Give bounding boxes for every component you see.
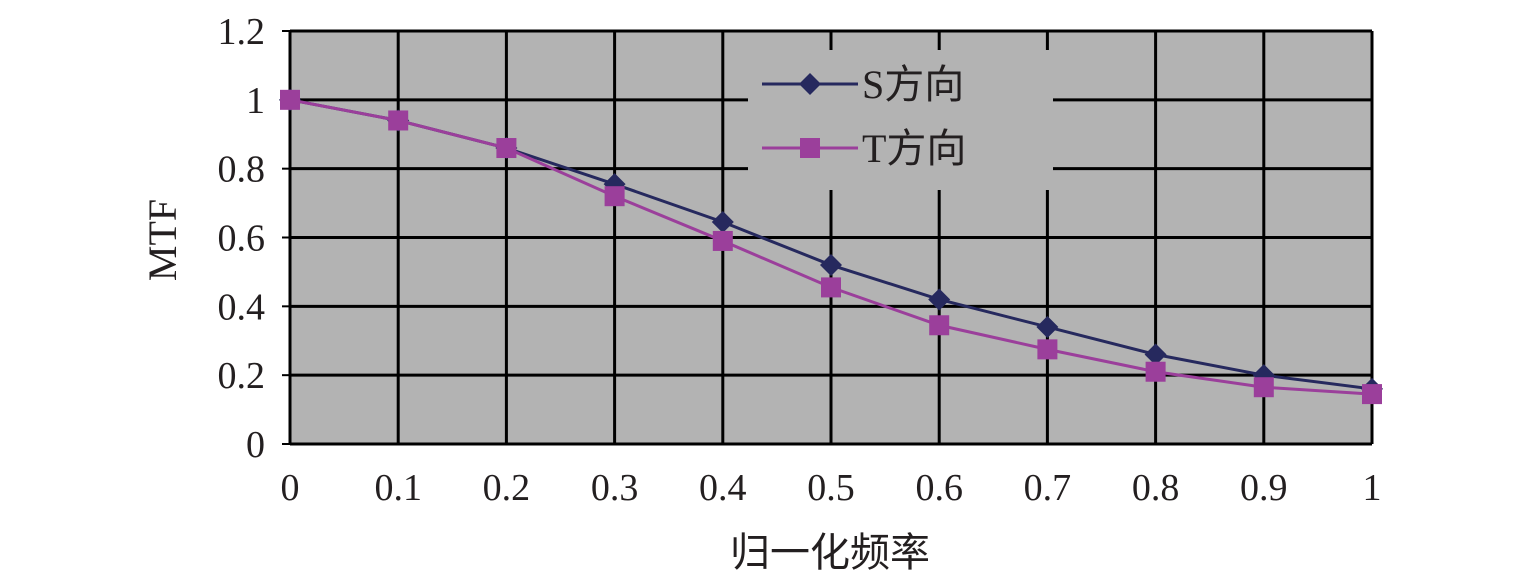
data-point-marker — [928, 288, 951, 311]
y-tick-label: 0.6 — [218, 218, 266, 260]
legend-label: T方向 — [862, 126, 966, 171]
data-point-marker — [711, 211, 734, 234]
data-point-marker — [496, 138, 517, 159]
data-point-marker — [604, 186, 625, 207]
x-tick-label: 0.9 — [1240, 467, 1288, 509]
x-tick-label: 0.1 — [374, 467, 422, 509]
legend-marker — [800, 138, 820, 158]
data-point-marker — [1253, 377, 1274, 398]
data-point-marker — [1037, 339, 1058, 360]
series-t-direction — [280, 89, 1382, 405]
x-tick-labels: 0 0.1 0.2 0.3 0.4 0.5 0.6 0.7 0.8 0.9 1 — [281, 467, 1382, 509]
data-point-marker — [712, 230, 733, 251]
y-tick-label: 1.2 — [218, 11, 266, 53]
data-point-marker — [1144, 343, 1167, 366]
legend-entry: S方向 — [762, 62, 964, 107]
data-point-marker — [1145, 361, 1166, 382]
y-tick-label: 1 — [246, 80, 265, 122]
x-tick-label: 0.4 — [699, 467, 747, 509]
data-point-marker — [1362, 384, 1382, 405]
data-point-marker — [821, 277, 841, 298]
data-point-marker — [280, 89, 300, 110]
legend-label: S方向 — [862, 62, 964, 107]
series-group — [279, 88, 1383, 405]
x-tick-label: 0 — [281, 467, 300, 509]
x-tick-label: 0.5 — [807, 467, 855, 509]
data-point-marker — [820, 254, 842, 277]
x-tick-label: 0.7 — [1024, 467, 1072, 509]
legend: S方向 T方向 — [748, 50, 1053, 190]
legend-entry: T方向 — [762, 126, 966, 171]
data-point-marker — [388, 110, 409, 131]
y-tick-label: 0.8 — [218, 149, 266, 191]
x-axis-title: 归一化频率 — [730, 530, 930, 575]
legend-box — [748, 50, 1053, 190]
y-tick-labels: 0 0.2 0.4 0.6 0.8 1 1.2 — [218, 11, 266, 466]
data-point-marker — [1036, 315, 1059, 338]
x-tick-label: 0.8 — [1132, 467, 1180, 509]
y-axis-title: MTF — [140, 199, 185, 281]
x-tick-label: 0.3 — [591, 467, 639, 509]
data-point-marker — [929, 315, 950, 336]
legend-marker — [799, 73, 821, 95]
x-tick-label: 0.2 — [483, 467, 531, 509]
y-tick-label: 0.4 — [218, 286, 266, 328]
y-tick-label: 0.2 — [218, 355, 266, 397]
x-tick-label: 0.6 — [915, 467, 963, 509]
y-tick-label: 0 — [246, 424, 265, 466]
x-tick-label: 1 — [1363, 467, 1382, 509]
